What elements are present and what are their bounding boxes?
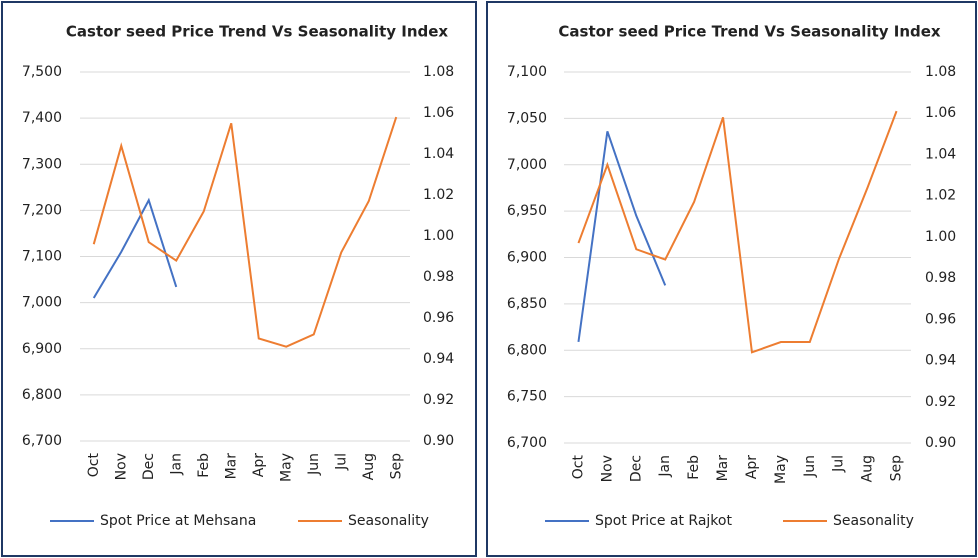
x-tick-label: Jul: [333, 453, 349, 471]
x-tick-label: Apr: [744, 455, 760, 479]
x-tick-label: Sep: [889, 455, 905, 482]
legend-label: Spot Price at Rajkot: [595, 513, 732, 529]
x-tick-label: Dec: [141, 453, 157, 480]
y-tick-label: 6,850: [507, 296, 547, 312]
y2-tick-label: 1.08: [423, 64, 454, 80]
x-tick-label: Dec: [628, 455, 644, 482]
y2-tick-label: 1.00: [925, 229, 956, 245]
y2-tick-label: 0.94: [423, 351, 454, 367]
x-tick-label: Feb: [686, 455, 702, 480]
y2-tick-label: 0.94: [925, 353, 956, 369]
y-tick-label: 6,800: [507, 342, 547, 358]
x-tick-label: Jan: [168, 453, 184, 476]
series-line: [92, 197, 178, 299]
x-tick-label: Mar: [715, 455, 731, 482]
y2-tick-label: 0.90: [423, 433, 454, 449]
series-line: [577, 110, 898, 354]
y-tick-label: 6,900: [22, 341, 62, 357]
y-tick-label: 7,100: [507, 64, 547, 80]
x-tick-label: Jul: [831, 455, 847, 473]
x-tick-label: Aug: [361, 453, 377, 480]
y-tick-label: 7,400: [22, 110, 62, 126]
legend-label: Seasonality: [833, 513, 914, 529]
chart-title: Castor seed Price Trend Vs Seasonality I…: [66, 23, 449, 41]
y2-tick-label: 0.96: [423, 310, 454, 326]
y2-tick-label: 1.00: [423, 228, 454, 244]
y2-tick-label: 0.98: [925, 270, 956, 286]
panel-border: [486, 1, 977, 557]
x-tick-label: Oct: [86, 453, 102, 478]
y2-tick-label: 0.90: [925, 435, 956, 451]
y-tick-label: 7,100: [22, 249, 62, 265]
y-tick-label: 6,700: [22, 433, 62, 449]
y2-tick-label: 1.02: [423, 187, 454, 203]
y2-tick-label: 1.04: [423, 146, 454, 162]
x-tick-label: May: [278, 453, 294, 482]
y-tick-label: 7,000: [22, 295, 62, 311]
y-tick-label: 7,500: [22, 64, 62, 80]
y2-tick-label: 1.04: [925, 146, 956, 162]
x-tick-label: May: [773, 455, 789, 484]
chart: Castor seed Price Trend Vs Seasonality I…: [1, 1, 477, 557]
y2-tick-label: 0.96: [925, 311, 956, 327]
x-tick-label: Mar: [223, 453, 239, 480]
y2-tick-label: 1.02: [925, 188, 956, 204]
legend-label: Seasonality: [348, 513, 429, 529]
y2-tick-label: 0.92: [423, 392, 454, 408]
y2-tick-label: 0.98: [423, 269, 454, 285]
x-tick-label: Nov: [113, 453, 129, 480]
x-tick-label: Sep: [388, 453, 404, 480]
chart: Castor seed Price Trend Vs Seasonality I…: [486, 1, 977, 557]
y-tick-label: 6,750: [507, 389, 547, 405]
x-tick-label: Aug: [860, 455, 876, 482]
x-tick-label: Oct: [570, 455, 586, 480]
series-line: [577, 131, 667, 343]
chart-title: Castor seed Price Trend Vs Seasonality I…: [558, 23, 941, 41]
legend-label: Spot Price at Mehsana: [100, 513, 256, 529]
x-tick-label: Apr: [251, 453, 267, 477]
y2-tick-label: 1.06: [423, 105, 454, 121]
series-line: [92, 116, 398, 348]
y-tick-label: 6,800: [22, 387, 62, 403]
y2-tick-label: 0.92: [925, 394, 956, 410]
y-tick-label: 7,000: [507, 157, 547, 173]
y-tick-label: 7,300: [22, 156, 62, 172]
x-tick-label: Feb: [196, 453, 212, 478]
y-tick-label: 6,950: [507, 203, 547, 219]
y-tick-label: 7,050: [507, 110, 547, 126]
x-tick-label: Nov: [599, 455, 615, 482]
y-tick-label: 7,200: [22, 202, 62, 218]
x-tick-label: Jun: [306, 453, 322, 476]
x-tick-label: Jan: [657, 455, 673, 478]
y2-tick-label: 1.06: [925, 105, 956, 121]
y-tick-label: 6,900: [507, 250, 547, 266]
panel-border: [1, 1, 477, 557]
y2-tick-label: 1.08: [925, 64, 956, 80]
y-tick-label: 6,700: [507, 435, 547, 451]
x-tick-label: Jun: [802, 455, 818, 478]
